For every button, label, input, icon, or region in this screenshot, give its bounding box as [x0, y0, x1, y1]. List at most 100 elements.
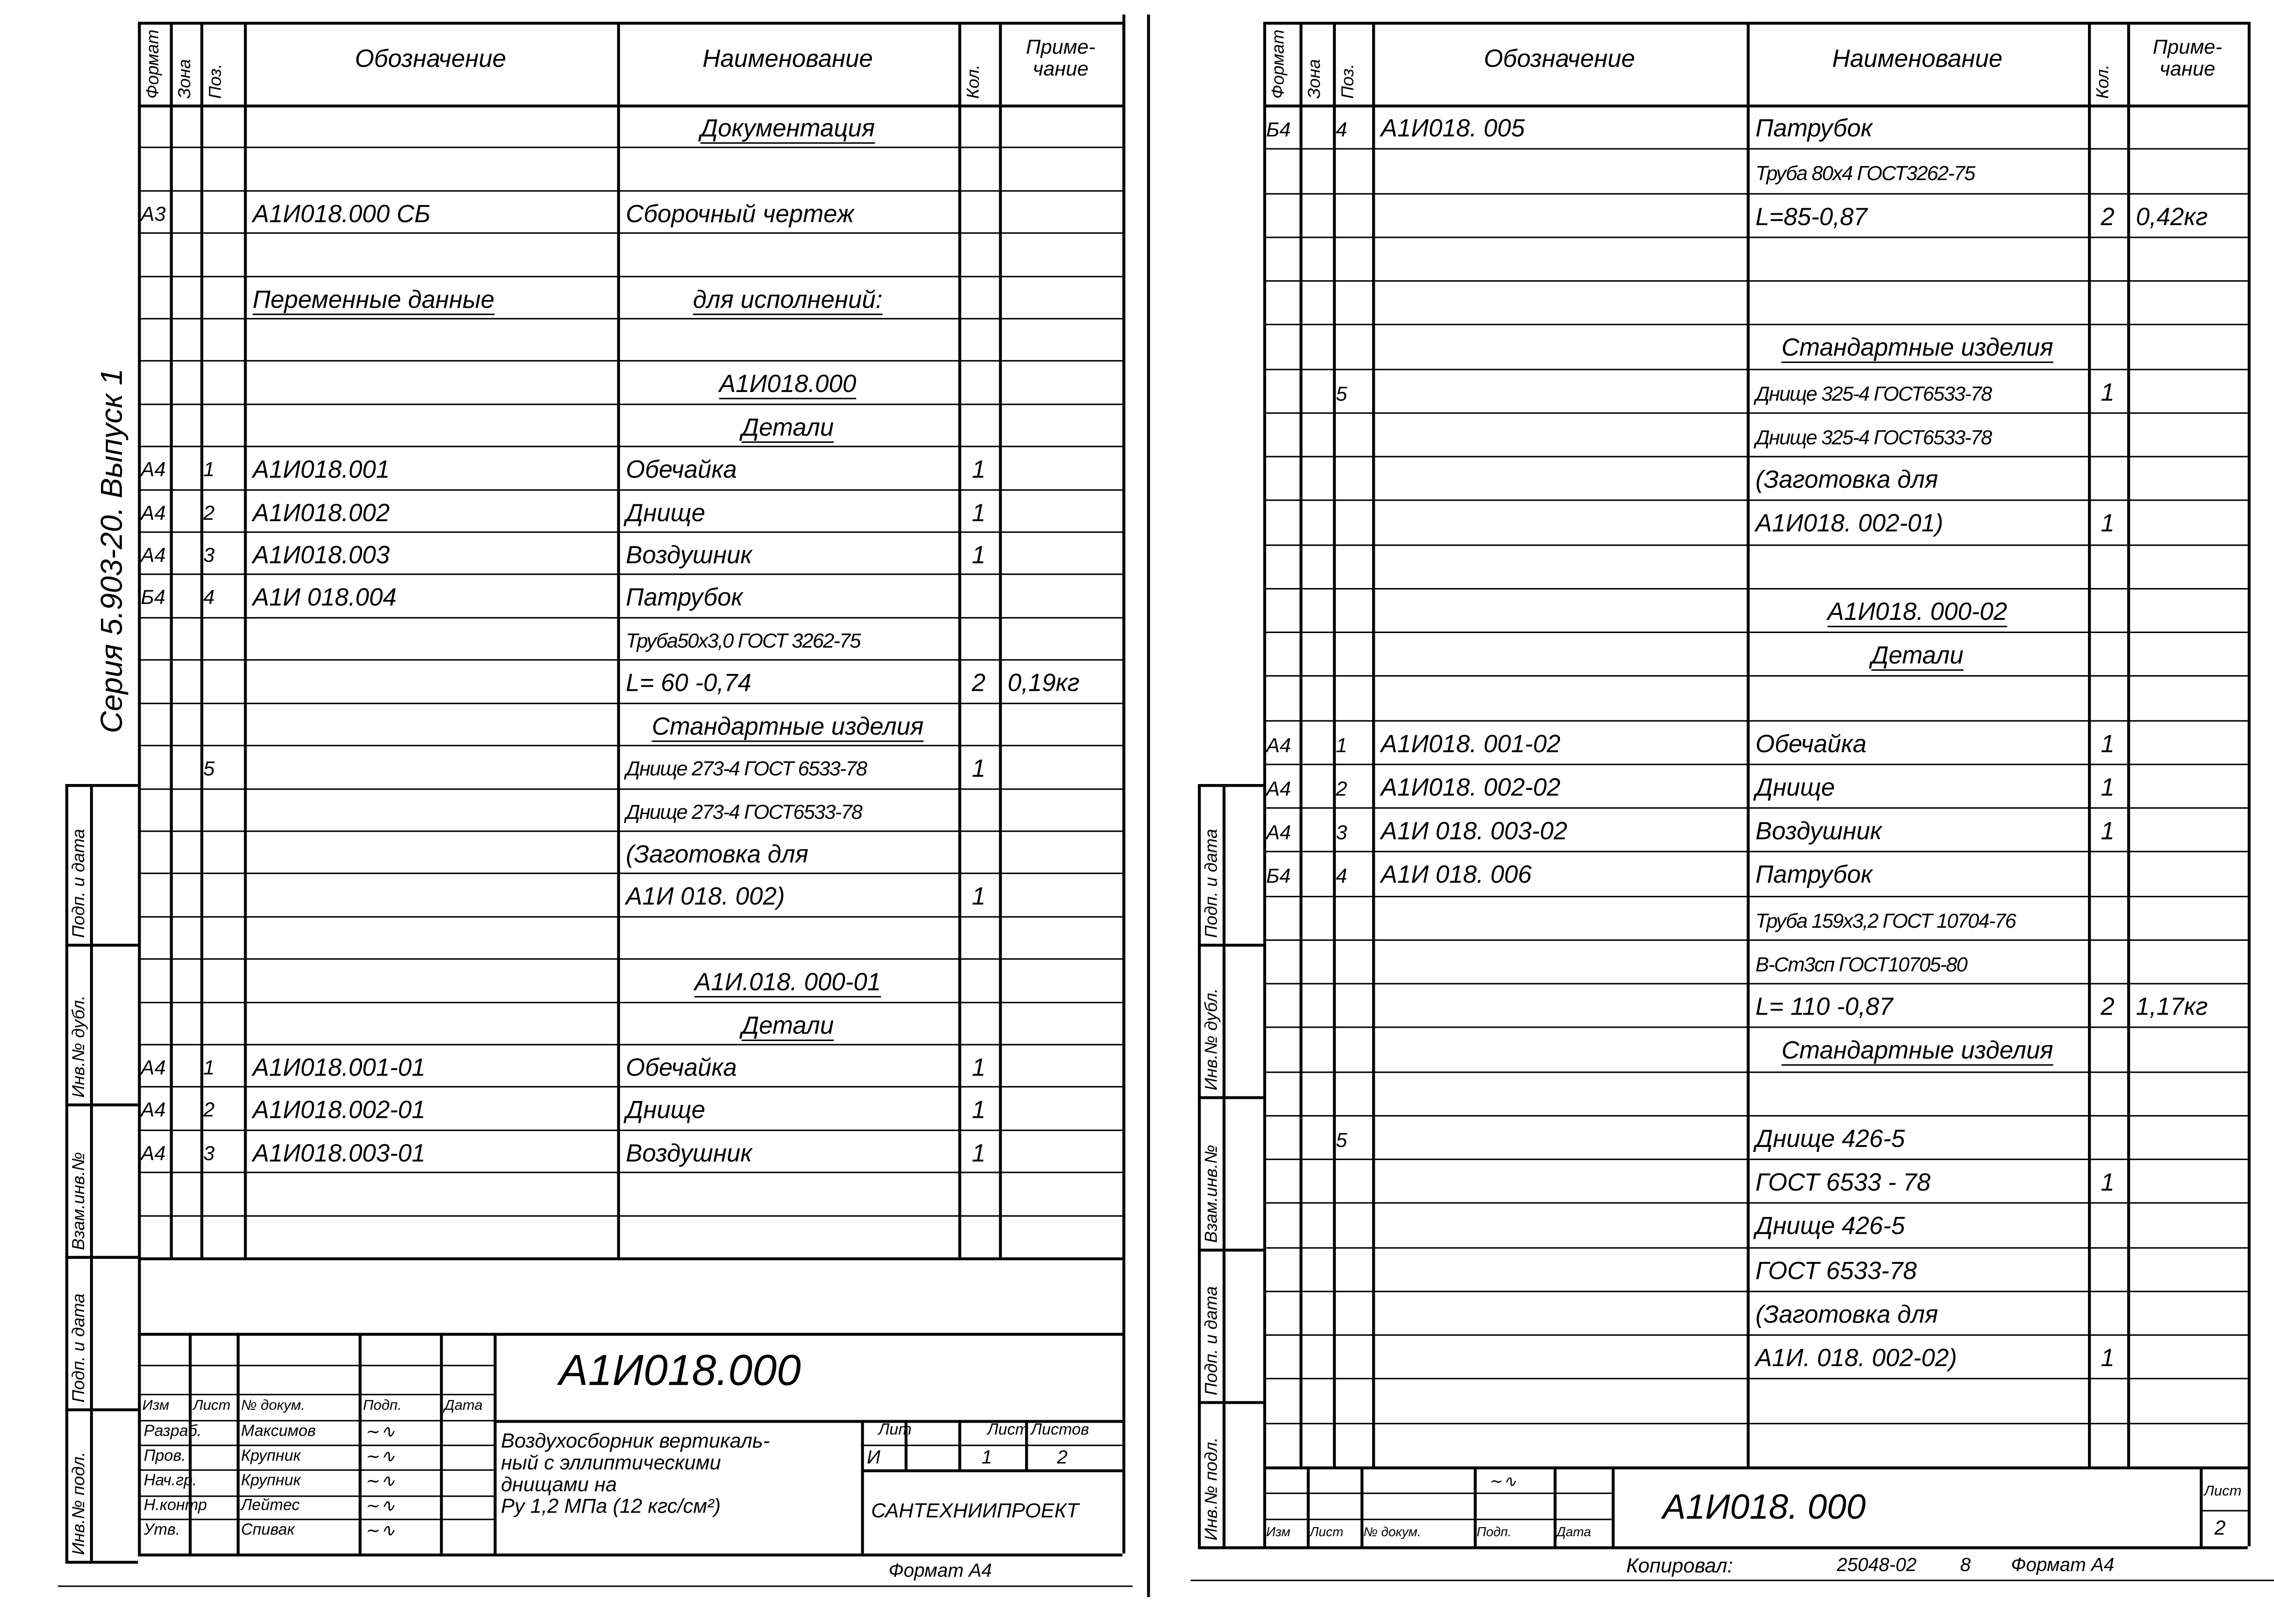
spec-note: 0,42кг	[2136, 202, 2208, 231]
spec-name: Труба50х3,0 ГОСТ 3262-75	[626, 628, 861, 652]
role-name: Максимов	[241, 1423, 316, 1441]
spec-name: Документация	[700, 115, 875, 142]
spec-designation: А1И018.000 СБ	[252, 200, 431, 228]
rule-line	[138, 1495, 494, 1497]
spec-name: Труба 80х4 ГОСТ3262-75	[1755, 161, 1976, 185]
spec-name: Детали	[1871, 642, 1964, 670]
spec-format: А4	[1266, 733, 1291, 756]
spec-qty: 1	[2100, 817, 2115, 845]
rule-line	[2248, 21, 2251, 1467]
rule-line	[1611, 1466, 1615, 1547]
rule-line	[1333, 21, 1336, 1467]
spec-name: Воздушник	[1755, 817, 1882, 845]
rule-line	[1263, 1518, 1612, 1520]
rule-line	[1190, 1579, 2274, 1581]
rule-line	[1263, 1492, 1612, 1494]
sheets-value: 2	[1057, 1446, 1068, 1468]
side-stamp-label: Подп. и дата	[68, 829, 89, 938]
rule-line	[1223, 784, 1226, 1547]
title-col-header: Лист	[193, 1398, 231, 1414]
rule-line	[1263, 1378, 2248, 1380]
spec-name: Днище 426-5	[1755, 1213, 1905, 1241]
rule-line	[189, 1332, 192, 1554]
role-label: Нач.гр.	[144, 1472, 197, 1490]
rule-line	[1263, 192, 2248, 194]
sheet-value: 2	[2214, 1516, 2226, 1539]
rule-line	[138, 488, 1122, 491]
document-designation: А1И018.000	[559, 1347, 801, 1396]
title-col-header: Изм	[1266, 1524, 1291, 1539]
rule-line	[1197, 784, 1263, 787]
rule-line	[138, 21, 141, 1257]
spec-qty: 1	[971, 1096, 986, 1125]
header-pos: Поз.	[205, 63, 225, 99]
rule-line	[138, 1086, 1122, 1088]
rule-line	[138, 574, 1122, 576]
rule-line	[1263, 500, 2248, 502]
spec-designation: А1И018.002-01	[252, 1096, 426, 1125]
spec-name: А1И018. 000-02	[1827, 598, 2007, 626]
rule-line	[138, 745, 1122, 747]
rule-line	[200, 21, 203, 1257]
spec-name: Патрубок	[626, 584, 743, 612]
rule-line	[1263, 280, 2248, 282]
rule-line	[244, 21, 247, 1257]
rule-line	[861, 1444, 1122, 1446]
spec-designation: А1И018.003-01	[252, 1139, 426, 1167]
rule-line	[138, 788, 1122, 789]
rule-line	[138, 1171, 1122, 1174]
title-col-header: Дата	[444, 1398, 483, 1414]
side-stamp-label: Инв.№ подл.	[1201, 1437, 1221, 1541]
rule-line	[138, 915, 1122, 917]
rule-line	[1746, 21, 1750, 1467]
side-stamp-label: Инв.№ дубл.	[68, 995, 89, 1098]
title-col-header: Лист	[1309, 1524, 1343, 1539]
spec-format: А4	[141, 500, 166, 524]
rule-line	[1554, 1466, 1557, 1547]
rule-line	[1263, 368, 2248, 370]
lit-label: Лит	[878, 1421, 912, 1439]
rule-line	[1197, 1546, 1263, 1549]
rule-line	[2248, 1466, 2251, 1547]
title-col-header: Подп.	[363, 1398, 402, 1414]
rule-line	[358, 1332, 362, 1554]
rule-line	[1263, 807, 2248, 809]
spec-qty: 1	[2100, 774, 2115, 801]
organization: САНТЕХНИИПРОЕКТ	[871, 1498, 1079, 1522]
signature-mark: ~∿	[366, 1520, 395, 1541]
signature-mark: ~∿	[366, 1471, 395, 1491]
rule-line	[138, 1129, 1122, 1131]
rule-line	[1263, 1466, 2248, 1469]
rule-line	[138, 531, 1122, 533]
spec-pos: 3	[203, 543, 215, 567]
rule-line	[999, 21, 1002, 1257]
rule-line	[138, 1214, 1122, 1217]
spec-qty: 1	[971, 1054, 986, 1082]
spec-qty: 1	[2100, 1345, 2115, 1373]
spec-name: Труба 159х3,2 ГОСТ 10704-76	[1755, 908, 2017, 932]
role-label: Н.контр	[144, 1497, 207, 1514]
role-label: Утв.	[144, 1521, 180, 1539]
rule-line	[1307, 1466, 1310, 1547]
spec-name: А1И. 018. 002-02)	[1755, 1345, 1957, 1373]
rule-line	[958, 21, 961, 1257]
rule-line	[65, 1408, 138, 1412]
header-note: Приме- чание	[1026, 35, 1096, 80]
side-stamp-label: Взам.инв.№	[1201, 1145, 1221, 1243]
rule-line	[138, 1444, 494, 1446]
spec-name: А1И.018. 000-01	[694, 968, 881, 996]
spec-note: 0,19кг	[1007, 669, 1080, 698]
rule-line	[65, 784, 69, 1561]
header-pos: Поз.	[1337, 63, 1358, 99]
rule-line	[138, 958, 1122, 960]
spec-name: А1И 018. 002)	[626, 883, 785, 911]
spec-qty: 1	[971, 883, 986, 911]
spec-qty: 1	[971, 456, 986, 484]
rule-line	[1263, 1115, 2248, 1116]
rule-line	[138, 1420, 494, 1422]
rule-line	[1197, 784, 1201, 1547]
signature-mark: ~∿	[366, 1495, 395, 1516]
spec-name: L= 110 -0,87	[1755, 993, 1893, 1021]
spec-name: ГОСТ 6533-78	[1755, 1257, 1917, 1285]
rule-line	[1263, 719, 2248, 721]
